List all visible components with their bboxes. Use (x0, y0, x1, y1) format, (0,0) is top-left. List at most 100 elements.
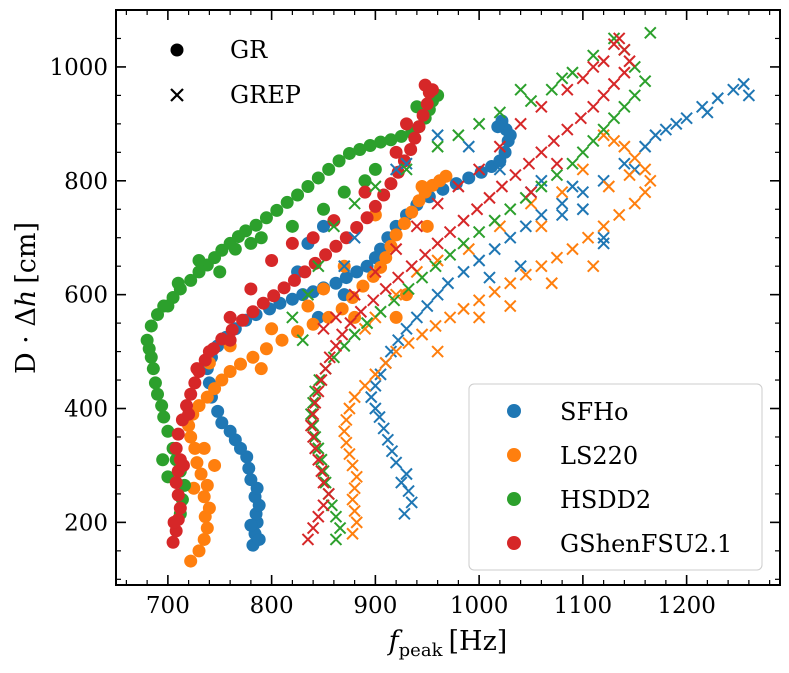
data-point (535, 174, 548, 187)
data-point (306, 285, 320, 299)
data-point (400, 467, 413, 481)
data-point (254, 362, 268, 376)
data-point (420, 97, 434, 111)
data-point (329, 533, 343, 546)
data-point (308, 430, 322, 444)
data-point (252, 532, 266, 546)
data-point (313, 373, 326, 387)
data-point (727, 83, 740, 96)
data-point (363, 138, 377, 152)
data-point (457, 302, 470, 316)
data-point (420, 219, 434, 233)
data-point (384, 133, 398, 147)
data-point (190, 456, 204, 470)
data-point (597, 237, 610, 250)
data-point (628, 197, 641, 210)
data-point (329, 239, 343, 253)
data-point (373, 410, 386, 424)
data-point (322, 310, 336, 324)
data-point (597, 89, 610, 102)
data-point (312, 259, 325, 273)
data-point (358, 174, 372, 188)
data-point (367, 294, 380, 307)
data-point (441, 277, 455, 290)
y-tick-label: 400 (64, 397, 108, 423)
data-point (377, 422, 390, 435)
y-tick-label: 200 (64, 510, 108, 536)
data-point (550, 168, 564, 182)
data-point (555, 208, 569, 222)
legend-grep-marker (170, 88, 184, 102)
data-point (225, 323, 239, 337)
data-point (618, 157, 631, 170)
data-point (638, 140, 652, 153)
data-point (618, 100, 631, 113)
legend-ls220-label: LS220 (560, 442, 638, 470)
data-point (493, 140, 507, 153)
data-point (329, 339, 343, 353)
legend-gshenfsu-label: GShenFSU2.1 (560, 530, 732, 558)
series-ls220-grep (338, 129, 657, 540)
x-tick-label: 1200 (657, 593, 716, 619)
data-point (171, 427, 185, 441)
data-point (340, 436, 353, 449)
data-point (151, 387, 164, 401)
data-point (332, 154, 346, 168)
x-tick-label: 1000 (450, 593, 509, 619)
data-point (202, 501, 216, 515)
data-point (379, 251, 393, 265)
data-point (504, 299, 517, 313)
data-point (566, 66, 579, 79)
series-gshenfsu2-1-grep (301, 32, 636, 546)
data-point (335, 302, 349, 316)
data-point (188, 376, 202, 390)
data-point (522, 157, 536, 170)
data-point (315, 464, 328, 478)
data-point (306, 521, 320, 535)
data-point (394, 129, 408, 143)
data-point (358, 379, 372, 392)
data-point (597, 231, 610, 244)
data-point (350, 516, 363, 529)
data-point (327, 351, 341, 364)
data-point (628, 89, 641, 102)
data-point (701, 106, 714, 119)
data-point (488, 285, 501, 299)
data-point (374, 305, 387, 318)
data-point (519, 220, 533, 233)
data-point (369, 402, 382, 415)
data-point (644, 174, 657, 187)
data-point (197, 490, 211, 504)
data-point (443, 311, 457, 324)
data-point (493, 106, 507, 119)
data-point (242, 461, 256, 475)
data-point (555, 197, 569, 210)
data-point (277, 281, 291, 295)
data-point (329, 510, 343, 523)
data-point (607, 111, 621, 125)
data-point (431, 288, 444, 301)
data-point (389, 310, 403, 324)
data-point (167, 515, 181, 529)
data-point (348, 328, 361, 341)
data-point (306, 231, 320, 245)
data-point (348, 390, 361, 404)
series-ls220-gr (182, 169, 453, 568)
y-tick-label: 800 (64, 169, 108, 195)
data-point (317, 219, 330, 233)
data-point (312, 385, 325, 398)
data-point (215, 373, 229, 387)
data-point (504, 203, 517, 216)
data-point (389, 456, 403, 469)
data-point (472, 294, 486, 307)
data-point (670, 117, 683, 131)
data-point (322, 162, 336, 176)
data-point (188, 441, 202, 455)
data-point (623, 55, 636, 68)
data-point (182, 407, 196, 421)
data-point (405, 205, 419, 219)
data-point (161, 424, 175, 438)
data-point (275, 333, 289, 347)
data-point (200, 478, 214, 492)
data-point (547, 134, 561, 148)
